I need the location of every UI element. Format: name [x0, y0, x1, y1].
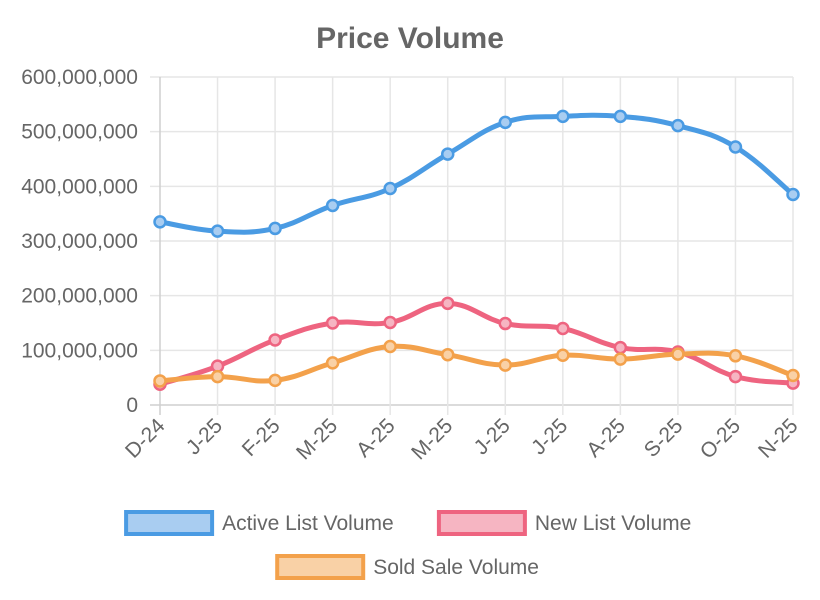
- x-tick-label: S-25: [640, 414, 688, 462]
- data-point-new-list-volume[interactable]: [498, 316, 513, 331]
- y-tick-label: 600,000,000: [21, 66, 138, 89]
- data-point-sold-sale-volume[interactable]: [671, 347, 685, 361]
- series-line-new-list-volume: [157, 300, 796, 387]
- data-point-sold-sale-volume[interactable]: [728, 349, 743, 363]
- legend-label: New List Volume: [535, 512, 691, 535]
- chart-title: Price Volume: [316, 22, 504, 55]
- data-point-new-list-volume[interactable]: [613, 340, 628, 355]
- x-tick-label: M-25: [407, 414, 457, 464]
- data-point-sold-sale-volume[interactable]: [786, 368, 800, 383]
- data-point-sold-sale-volume[interactable]: [325, 356, 340, 370]
- data-point-active-list-volume[interactable]: [556, 109, 570, 124]
- data-point-new-list-volume[interactable]: [440, 296, 455, 311]
- series-new-list-volume: [153, 296, 800, 391]
- legend-item-sold-sale-volume[interactable]: Sold Sale Volume: [275, 554, 539, 580]
- data-point-new-list-volume[interactable]: [383, 315, 397, 330]
- data-point-active-list-volume[interactable]: [498, 115, 513, 130]
- data-point-active-list-volume[interactable]: [383, 181, 397, 196]
- y-tick-label: 400,000,000: [21, 175, 138, 198]
- data-point-sold-sale-volume[interactable]: [556, 348, 570, 363]
- x-tick-label: F-25: [238, 414, 285, 461]
- series-active-list-volume: [153, 109, 800, 238]
- y-tick-label: 100,000,000: [21, 339, 138, 362]
- legend-swatch: [436, 510, 527, 536]
- x-tick-label: M-25: [292, 414, 342, 464]
- data-point-new-list-volume[interactable]: [325, 316, 340, 330]
- series-sold-sale-volume: [153, 339, 800, 388]
- data-point-new-list-volume[interactable]: [268, 333, 282, 347]
- data-point-active-list-volume[interactable]: [325, 198, 340, 213]
- data-point-active-list-volume[interactable]: [153, 215, 167, 229]
- legend: Active List Volume New List Volume Sold Sa…: [124, 510, 691, 580]
- data-point-sold-sale-volume[interactable]: [498, 358, 513, 372]
- legend-item-new-list-volume[interactable]: New List Volume: [436, 510, 691, 536]
- data-point-sold-sale-volume[interactable]: [613, 352, 628, 366]
- series-line-active-list-volume: [157, 112, 796, 235]
- x-axis: D-24 J-25 F-25 M-25 A-25 M-25 J-25 J-25 A-25 S-25…: [121, 414, 802, 464]
- data-point-active-list-volume[interactable]: [786, 187, 800, 202]
- data-point-active-list-volume[interactable]: [268, 221, 282, 236]
- y-axis: 0 100,000,000 200,000,000 300,000,000 400,00…: [21, 66, 138, 417]
- legend-label: Active List Volume: [222, 512, 394, 535]
- x-tick-label: D-24: [121, 414, 170, 463]
- legend-label: Sold Sale Volume: [373, 556, 539, 579]
- series-layer: [153, 109, 800, 391]
- x-tick-label: O-25: [696, 414, 745, 463]
- y-tick-label: 0: [126, 394, 138, 417]
- x-tick-label: J-25: [470, 414, 515, 459]
- data-point-active-list-volume[interactable]: [440, 147, 455, 161]
- legend-swatch: [275, 554, 366, 580]
- y-tick-label: 200,000,000: [21, 285, 138, 308]
- data-point-sold-sale-volume[interactable]: [268, 373, 282, 388]
- data-point-active-list-volume[interactable]: [210, 224, 225, 238]
- x-tick-label: A-25: [582, 414, 630, 462]
- data-point-active-list-volume[interactable]: [728, 140, 743, 154]
- data-point-active-list-volume[interactable]: [613, 109, 628, 124]
- data-point-new-list-volume[interactable]: [728, 369, 743, 384]
- data-point-sold-sale-volume[interactable]: [383, 339, 397, 354]
- legend-item-active-list-volume[interactable]: Active List Volume: [124, 510, 394, 536]
- y-tick-label: 300,000,000: [21, 230, 138, 253]
- x-tick-label: J-25: [527, 414, 572, 459]
- grid-layer: [150, 76, 794, 415]
- y-tick-label: 500,000,000: [21, 121, 138, 144]
- legend-swatch: [124, 510, 215, 536]
- data-point-active-list-volume[interactable]: [671, 118, 685, 133]
- data-point-new-list-volume[interactable]: [556, 321, 570, 336]
- data-point-sold-sale-volume[interactable]: [440, 347, 455, 362]
- x-tick-label: N-25: [754, 414, 802, 462]
- x-tick-label: J-25: [182, 414, 227, 459]
- data-point-sold-sale-volume[interactable]: [153, 374, 167, 388]
- data-point-sold-sale-volume[interactable]: [210, 369, 225, 384]
- x-tick-label: A-25: [352, 414, 400, 462]
